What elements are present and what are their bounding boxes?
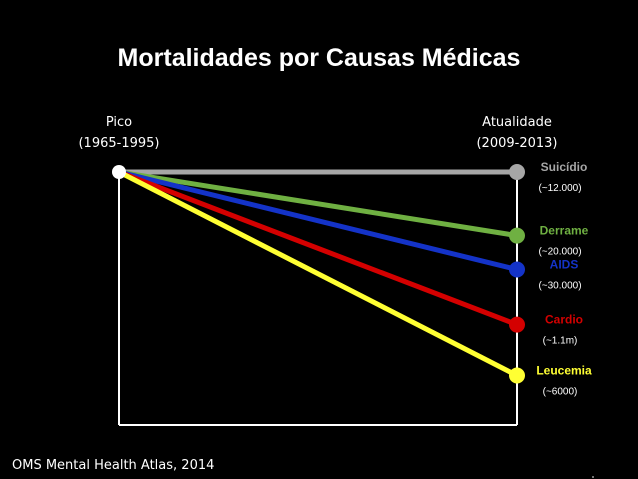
series-end-point-cardio <box>509 316 525 333</box>
peak-start-point <box>112 165 126 179</box>
series-end-point-leucemia <box>509 367 525 384</box>
series-line-aids <box>118 169 518 272</box>
series-count-leucemia: (~6000) <box>543 387 578 398</box>
series-label-aids: AIDS <box>550 258 579 272</box>
series-label-suicidio: Suicídio <box>541 160 588 174</box>
series-count-aids: (~30.000) <box>538 281 581 292</box>
source-note: OMS Mental Health Atlas, 2014 <box>12 458 214 473</box>
chart-title: Mortalidades por Causas Médicas <box>118 44 521 72</box>
x-label-current: Atualidade <box>482 115 552 130</box>
series-count-cardio: (~1.1m) <box>543 336 578 347</box>
corner-dot <box>592 476 594 478</box>
x-label-peak: Pico <box>106 115 132 130</box>
series-label-cardio: Cardio <box>545 313 583 327</box>
series-line-leucemia <box>117 169 519 378</box>
series-line-derrame <box>118 169 518 239</box>
series-label-leucemia: Leucemia <box>536 364 592 378</box>
series-end-point-suicidio <box>509 164 525 180</box>
series-line-cardio <box>118 169 518 327</box>
series-end-point-derrame <box>509 227 525 244</box>
series-end-point-aids <box>509 261 525 278</box>
series-label-derrame: Derrame <box>540 224 589 238</box>
x-label-current-years: (2009-2013) <box>476 136 557 151</box>
series-count-derrame: (~20.000) <box>538 247 581 258</box>
x-label-peak-years: (1965-1995) <box>78 136 159 151</box>
series-count-suicidio: (~12.000) <box>538 183 581 194</box>
